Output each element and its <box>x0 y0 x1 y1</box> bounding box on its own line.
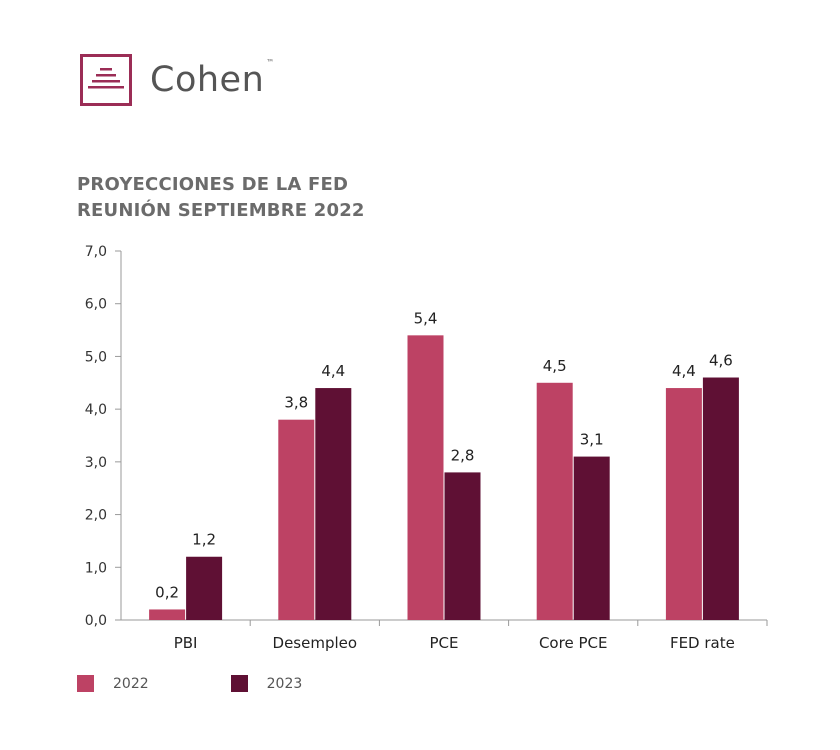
bar-2023-fed-rate <box>702 377 739 620</box>
legend-swatch-2022 <box>77 675 94 692</box>
bar-2023-pce <box>444 472 481 620</box>
legend-item-2023: 2023 <box>230 675 303 692</box>
bar-2022-pce <box>407 335 444 620</box>
bar-2022-desempleo <box>278 419 315 620</box>
data-label: 4,5 <box>543 357 567 375</box>
x-tick-label: PBI <box>174 634 198 652</box>
y-tick-label: 7,0 <box>85 244 107 260</box>
bar-2022-fed-rate <box>665 388 702 620</box>
data-label: 4,4 <box>321 362 345 380</box>
y-tick-label: 4,0 <box>85 402 107 418</box>
y-tick-label: 0,0 <box>85 613 107 629</box>
bar-chart: 0,0 1,0 2,0 3,0 4,0 5,0 6,0 7,0 0,2 1,2 PBI 3,8 4,4 D… <box>85 244 768 652</box>
chart-area: 0,0 1,0 2,0 3,0 4,0 5,0 6,0 7,0 0,2 1,2 PBI 3,8 4,4 D… <box>85 244 768 652</box>
bar-2023-core-pce <box>573 456 610 620</box>
data-label: 4,4 <box>672 362 696 380</box>
x-tick-label: PCE <box>430 634 459 652</box>
legend-label-2023: 2023 <box>266 675 303 692</box>
y-tick-label: 3,0 <box>85 455 107 471</box>
brand-trademark: ™ <box>266 57 275 67</box>
data-label: 1,2 <box>192 531 216 549</box>
bar-2022-core-pce <box>536 382 573 620</box>
data-label: 4,6 <box>709 352 733 370</box>
x-tick-label: FED rate <box>670 634 735 652</box>
y-tick-label: 5,0 <box>85 349 107 365</box>
y-tick-label: 2,0 <box>85 508 107 524</box>
x-tick-label: Desempleo <box>273 634 358 652</box>
data-label: 0,2 <box>155 583 179 601</box>
chart-title-line1: PROYECCIONES DE LA FED <box>77 174 349 195</box>
brand-name: Cohen <box>150 59 265 100</box>
data-label: 3,8 <box>284 394 308 412</box>
legend-item-2022: 2022 <box>77 675 149 692</box>
bar-2023-desempleo <box>315 388 352 620</box>
bar-2022-pbi <box>149 609 186 620</box>
chart-title-line2: REUNIÓN SEPTIEMBRE 2022 <box>77 200 365 221</box>
data-label: 5,4 <box>414 309 438 327</box>
brand-logo: Cohen ™ <box>80 54 274 106</box>
bar-2023-pbi <box>186 556 223 620</box>
data-label: 2,8 <box>451 446 475 464</box>
legend: 2022 2023 <box>77 675 302 692</box>
logo-mark-icon <box>80 54 132 106</box>
data-label: 3,1 <box>580 431 604 449</box>
y-tick-label: 6,0 <box>85 297 107 313</box>
legend-label-2022: 2022 <box>113 675 149 692</box>
y-tick-label: 1,0 <box>85 560 107 576</box>
x-tick-label: Core PCE <box>539 634 607 652</box>
chart-title: PROYECCIONES DE LA FED REUNIÓN SEPTIEMBR… <box>77 172 365 224</box>
legend-swatch-2023 <box>230 675 248 692</box>
